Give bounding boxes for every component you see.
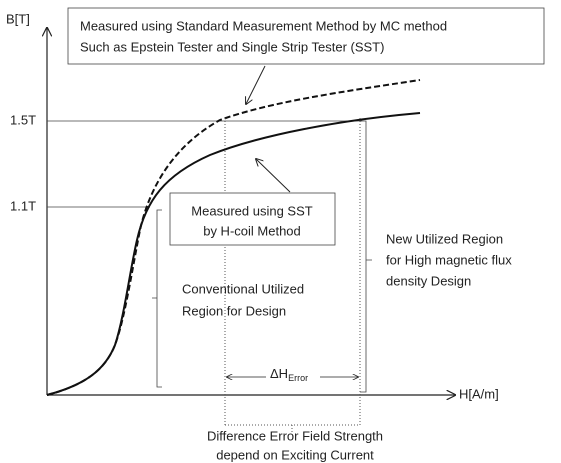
note-text: depend on Exciting Current (216, 447, 374, 462)
x-axis-label: H[A/m] (459, 386, 499, 401)
delta-symbol: ΔH (270, 366, 288, 381)
note-text: Difference Error Field Strength (207, 428, 383, 443)
y-mark-label: 1.5T (10, 112, 36, 127)
region-text: for High magnetic flux (386, 252, 512, 267)
pointer (246, 65, 266, 104)
box-text: Such as Epstein Tester and Single Strip … (80, 39, 384, 54)
delta-bg (266, 366, 320, 386)
box-text: by H-coil Method (203, 223, 301, 238)
region-text: Region for Design (182, 303, 286, 318)
box-text: Measured using SST (191, 203, 312, 218)
axes: B[T] H[A/m] 1.5T 1.1T (6, 11, 499, 401)
region-text: New Utilized Region (386, 231, 503, 246)
region-text: Conventional Utilized (182, 281, 304, 296)
hcoil-curve (46, 112, 421, 396)
middle-box: Measured using SST by H-coil Method (169, 192, 336, 246)
box-text: Measured using Standard Measurement Meth… (80, 18, 447, 33)
left-bracket (152, 209, 162, 388)
pointer (256, 159, 291, 193)
y-mark-label: 1.1T (10, 198, 36, 213)
delta-subscript: Error (288, 373, 308, 383)
top-box: Measured using Standard Measurement Meth… (67, 7, 545, 65)
region-text: density Design (386, 273, 471, 288)
bottom-bracket (225, 424, 360, 432)
y-axis-label: B[T] (6, 11, 30, 26)
right-bracket (360, 120, 372, 393)
delta-label: ΔHError (270, 366, 308, 383)
